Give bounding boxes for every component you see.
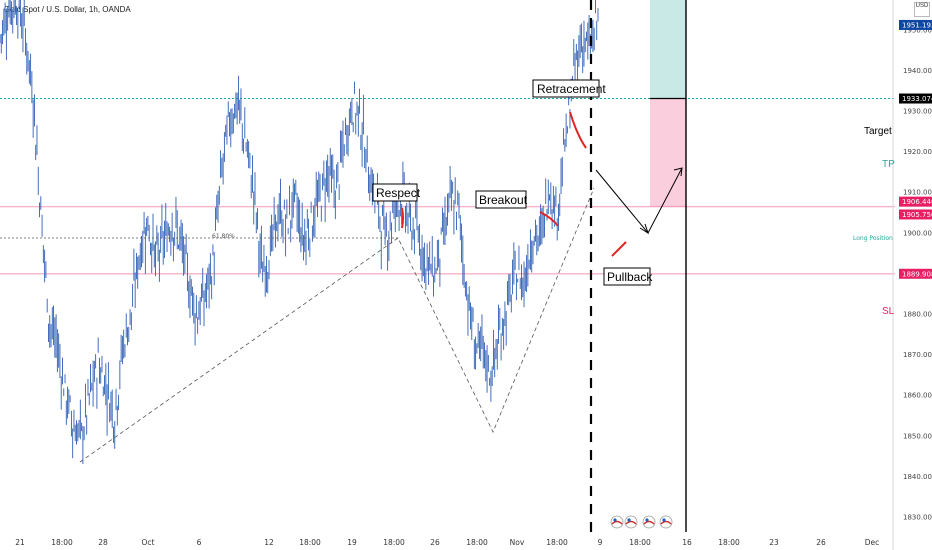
arrow-head-up xyxy=(673,167,683,177)
svg-text:Respect: Respect xyxy=(376,186,421,200)
stop-zone xyxy=(650,98,686,207)
y-tick-label: 1840.000 xyxy=(903,473,932,481)
x-tick-label: 19 xyxy=(347,538,357,547)
x-tick-label: 18:00 xyxy=(299,538,321,547)
price-badges: 1972.8811960.3991960.3981951.1931933.074… xyxy=(899,19,932,279)
y-tick-label: 1910.000 xyxy=(903,189,932,197)
x-tick-label: 18:00 xyxy=(383,538,405,547)
time-axis: 21 18:00 28 Oct 6 12 18:00 19 18:00 26 18:00 Nov 18:… xyxy=(15,538,879,547)
position-boxes xyxy=(650,0,686,207)
candles-layer xyxy=(0,0,599,464)
respect-label: Respect xyxy=(372,183,421,202)
profit-zone xyxy=(650,0,686,99)
y-tick-label: 1850.000 xyxy=(903,432,932,440)
target-label: Target xyxy=(864,126,892,137)
x-tick-label: 6 xyxy=(197,538,202,547)
svg-text:1889.908: 1889.908 xyxy=(902,270,932,278)
svg-text:1906.440: 1906.440 xyxy=(902,198,932,206)
svg-text:1933.074: 1933.074 xyxy=(902,95,932,103)
price-badge-current: 1951.193 xyxy=(899,19,932,30)
svg-text:Breakout: Breakout xyxy=(479,193,528,207)
svg-text:1951.193: 1951.193 xyxy=(902,21,932,29)
x-tick-label: 21 xyxy=(15,538,25,547)
y-tick-label: 1860.000 xyxy=(903,392,932,400)
economic-event-icon[interactable] xyxy=(624,515,638,529)
arrow-head-down xyxy=(639,223,649,235)
price-badge-sl: 1906.440 xyxy=(899,196,932,207)
svg-text:Pullback: Pullback xyxy=(607,270,653,284)
x-tick-label: 9 xyxy=(598,538,603,547)
y-tick-label: 1950.000 xyxy=(903,26,932,34)
economic-event-icon[interactable] xyxy=(642,515,656,529)
x-tick-label: Oct xyxy=(142,538,155,547)
chart-title: Gold Spot / U.S. Dollar, 1h, OANDA xyxy=(4,5,131,14)
y-tick-label: 1920.000 xyxy=(903,148,932,156)
x-tick-label: 12 xyxy=(264,538,274,547)
x-tick-label: 16 xyxy=(682,538,692,547)
long-position-label: Long Position xyxy=(853,235,893,242)
retracement-label: Retracement xyxy=(532,79,606,98)
breakout-label: Breakout xyxy=(475,190,528,209)
economic-event-icon[interactable] xyxy=(610,515,624,529)
x-tick-label: Nov xyxy=(510,538,525,547)
x-tick-label: 18:00 xyxy=(466,538,488,547)
x-tick-label: 26 xyxy=(816,538,826,547)
zigzag-pattern xyxy=(79,187,595,463)
y-tick-label: 1870.000 xyxy=(903,351,932,359)
price-badge-long-position: 1933.074 xyxy=(899,93,932,104)
x-tick-label: 18:00 xyxy=(51,538,73,547)
economic-events xyxy=(610,515,673,529)
y-tick-label: 1830.000 xyxy=(903,514,932,522)
x-tick-label: Dec xyxy=(865,538,880,547)
pullback-label: Pullback xyxy=(603,267,653,286)
x-tick-label: 26 xyxy=(430,538,440,547)
y-tick-label: 1880.000 xyxy=(903,311,932,319)
tp-label: TP xyxy=(882,159,895,170)
sl-label: SL xyxy=(882,306,895,317)
respect-arrow xyxy=(401,207,404,229)
svg-text:Retracement: Retracement xyxy=(537,82,606,96)
svg-text:1905.750: 1905.750 xyxy=(902,211,932,219)
price-badge-support: 1889.908 xyxy=(899,268,932,279)
fib-label: 61.80% xyxy=(212,233,235,240)
y-tick-label: 1900.000 xyxy=(903,229,932,237)
y-tick-label: 1930.000 xyxy=(903,108,932,116)
x-tick-label: 28 xyxy=(98,538,108,547)
economic-event-icon[interactable] xyxy=(659,515,673,529)
x-tick-label: 18:00 xyxy=(718,538,740,547)
breakout-arrow xyxy=(539,211,559,227)
currency-label[interactable]: USD xyxy=(914,2,930,17)
drawings-layer xyxy=(0,0,687,532)
price-badge-sl: 1905.750 xyxy=(899,209,932,220)
x-tick-label: 18:00 xyxy=(629,538,651,547)
retracement-arrow xyxy=(569,111,587,149)
y-tick-label: 1940.000 xyxy=(903,67,932,75)
levels-layer xyxy=(0,98,895,275)
x-tick-label: 23 xyxy=(769,538,779,547)
x-tick-label: 18:00 xyxy=(546,538,568,547)
pullback-arrow xyxy=(611,241,627,257)
